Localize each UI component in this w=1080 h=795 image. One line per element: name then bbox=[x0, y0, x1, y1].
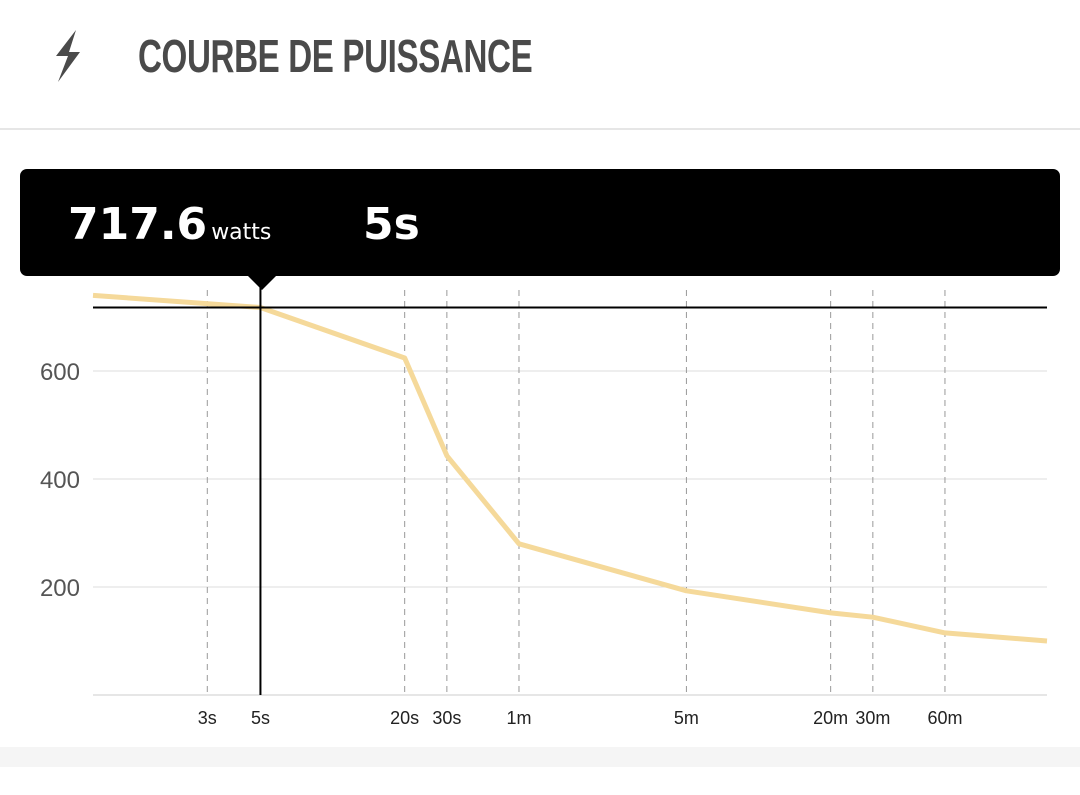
header: COURBE DE PUISSANCE bbox=[0, 0, 1080, 130]
chart-tooltip: 717.6 watts 5s bbox=[20, 169, 1060, 276]
lightning-bolt-icon bbox=[56, 30, 80, 82]
tooltip-pointer bbox=[247, 275, 277, 290]
x-tick-label: 30m bbox=[855, 708, 890, 728]
x-tick-label: 5m bbox=[674, 708, 699, 728]
x-tick-label: 3s bbox=[198, 708, 217, 728]
x-tick-label: 60m bbox=[927, 708, 962, 728]
tooltip-time: 5s bbox=[363, 199, 420, 250]
y-tick-label: 400 bbox=[40, 467, 80, 494]
power-curve-line bbox=[92, 292, 1048, 644]
x-tick-label: 30s bbox=[432, 708, 461, 728]
x-tick-label: 1m bbox=[506, 708, 531, 728]
y-tick-label: 600 bbox=[40, 359, 80, 386]
tooltip-unit: watts bbox=[211, 220, 272, 245]
y-tick-label: 200 bbox=[40, 575, 80, 602]
x-tick-label: 5s bbox=[251, 708, 270, 728]
power-curve-chart[interactable]: 200 400 600 3s 5s 20s 30s 1m 5m 20m 30m 60m bbox=[0, 130, 1080, 747]
tooltip-value: 717.6 watts bbox=[68, 199, 271, 250]
page-title: COURBE DE PUISSANCE bbox=[138, 30, 533, 82]
footer-strip bbox=[0, 747, 1080, 767]
x-tick-label: 20s bbox=[390, 708, 419, 728]
tooltip-watts: 717.6 bbox=[68, 199, 208, 250]
x-tick-label: 20m bbox=[813, 708, 848, 728]
